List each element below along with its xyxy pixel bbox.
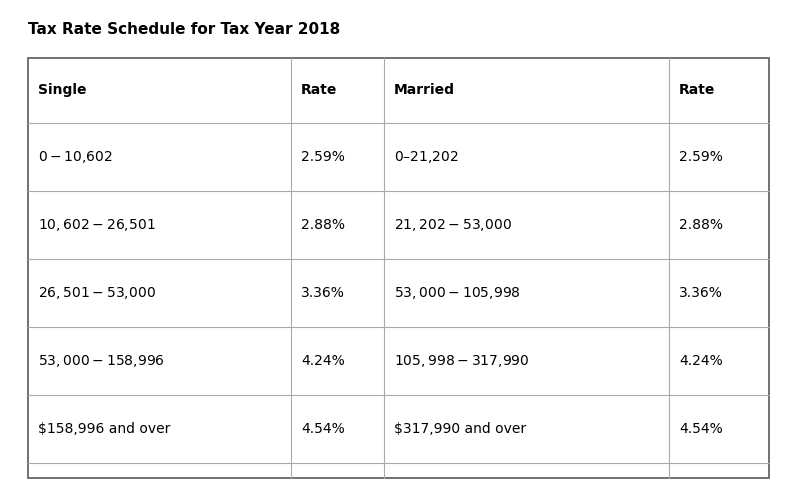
- Text: $10,602 - $26,501: $10,602 - $26,501: [38, 217, 156, 233]
- Text: Rate: Rate: [679, 83, 715, 97]
- Text: 3.36%: 3.36%: [301, 286, 345, 300]
- Text: Tax Rate Schedule for Tax Year 2018: Tax Rate Schedule for Tax Year 2018: [28, 22, 341, 37]
- Text: 3.36%: 3.36%: [679, 286, 723, 300]
- Text: Single: Single: [38, 83, 87, 97]
- Text: $105,998 - $317,990: $105,998 - $317,990: [394, 353, 529, 369]
- Text: 2.59%: 2.59%: [679, 150, 723, 164]
- Text: $26,501 - $53,000: $26,501 - $53,000: [38, 285, 156, 301]
- Text: $21,202 - $53,000: $21,202 - $53,000: [394, 217, 511, 233]
- Text: $53,000 - $158,996: $53,000 - $158,996: [38, 353, 165, 369]
- Text: $0 – $21,202: $0 – $21,202: [394, 149, 459, 165]
- Text: 2.88%: 2.88%: [301, 218, 345, 232]
- Text: 2.88%: 2.88%: [679, 218, 723, 232]
- Text: $53,000 - $105,998: $53,000 - $105,998: [394, 285, 520, 301]
- Text: 4.54%: 4.54%: [679, 422, 723, 436]
- Text: $0 - $10,602: $0 - $10,602: [38, 149, 113, 165]
- Text: Married: Married: [394, 83, 455, 97]
- Text: $317,990 and over: $317,990 and over: [394, 422, 526, 436]
- Bar: [28, 58, 769, 478]
- Text: Rate: Rate: [301, 83, 337, 97]
- Text: $158,996 and over: $158,996 and over: [38, 422, 171, 436]
- Text: 4.54%: 4.54%: [301, 422, 345, 436]
- Text: 4.24%: 4.24%: [679, 354, 723, 368]
- Text: 4.24%: 4.24%: [301, 354, 345, 368]
- Text: 2.59%: 2.59%: [301, 150, 345, 164]
